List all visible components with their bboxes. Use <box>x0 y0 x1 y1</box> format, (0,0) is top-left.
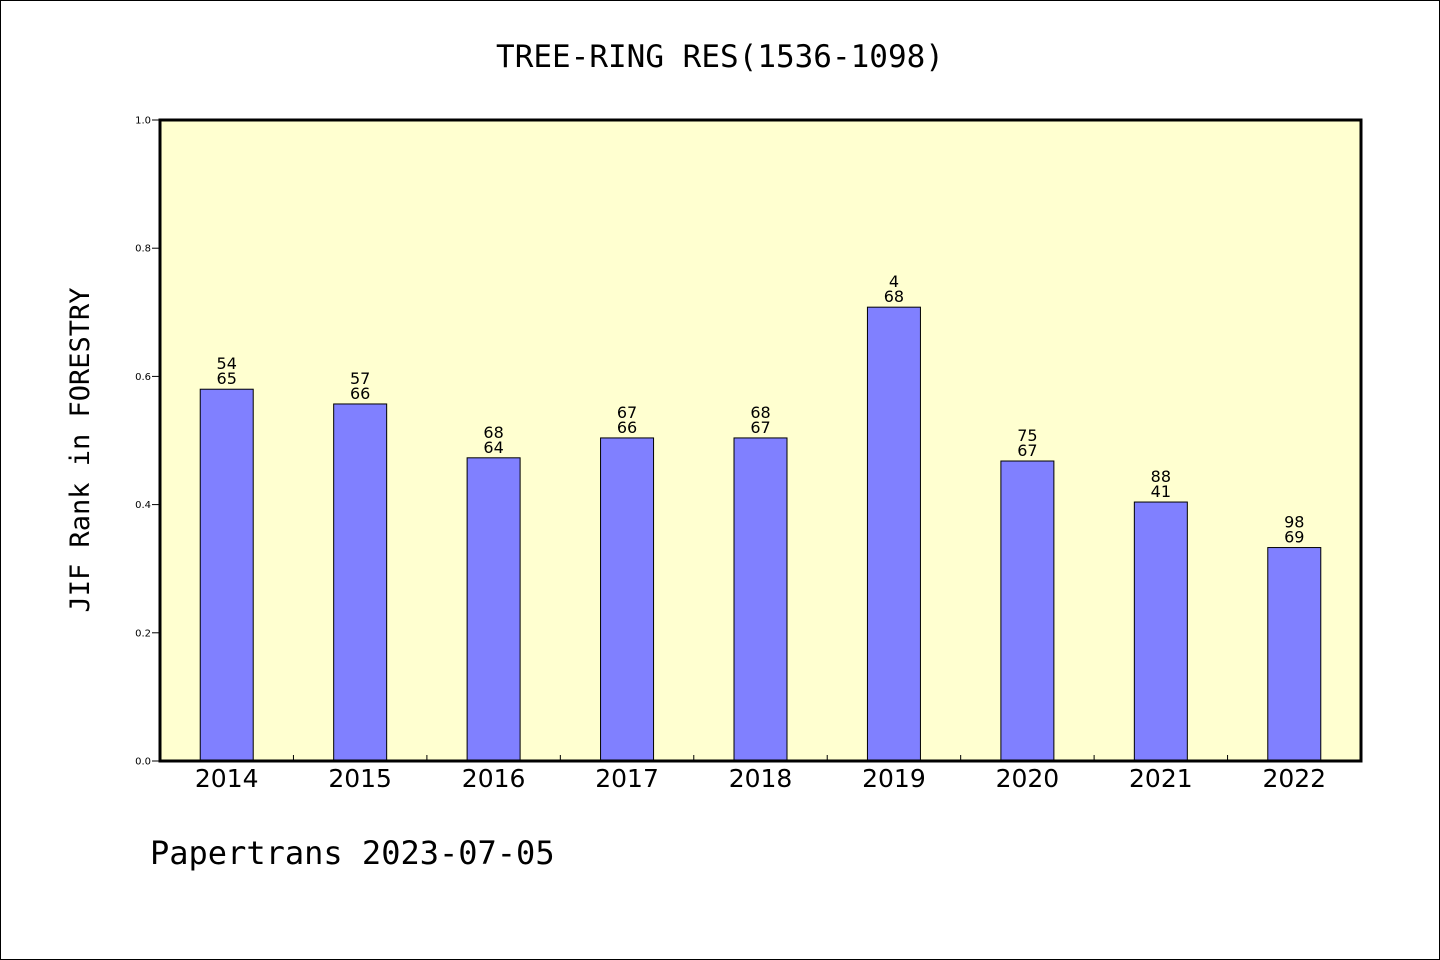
x-tick-label: 2019 <box>862 764 926 793</box>
bar-2018 <box>733 437 788 762</box>
y-tick-label: 0.8 <box>135 244 151 255</box>
bar-label-bottom: 64 <box>483 438 503 457</box>
bar-label-bottom: 67 <box>750 418 770 437</box>
x-tick-label: 2014 <box>195 764 259 793</box>
x-tick-label: 2016 <box>462 764 526 793</box>
plot-border <box>158 118 1363 763</box>
bar-label-bottom: 65 <box>217 369 237 388</box>
bar-label-top: 98 <box>1284 513 1304 532</box>
bar-label-bottom: 66 <box>350 384 370 403</box>
bar-label-top: 88 <box>1151 467 1171 486</box>
y-tick-label: 1.0 <box>135 116 151 127</box>
bar-label-bottom: 69 <box>1284 528 1304 547</box>
bar-label-top: 68 <box>483 423 503 442</box>
bar-label-top: 4 <box>889 272 899 291</box>
x-tick-label: 2018 <box>729 764 793 793</box>
bar-label-top: 54 <box>217 354 237 373</box>
chart-title: TREE-RING RES(1536-1098) <box>496 39 944 75</box>
bar-label-top: 67 <box>617 403 637 422</box>
bar-2016 <box>466 457 521 762</box>
bar-2015 <box>333 403 388 762</box>
y-tick-label: 0.0 <box>135 757 151 768</box>
x-axis-ticks: 2014 2015 2016 2017 2018 2019 2020 2021 2022 <box>195 755 1326 793</box>
bar-label-top: 75 <box>1017 426 1037 445</box>
bar-2014 <box>199 388 254 762</box>
x-tick-label: 2017 <box>595 764 659 793</box>
x-tick-label: 2015 <box>328 764 392 793</box>
bar-2019 <box>866 306 921 762</box>
bar-label-bottom: 68 <box>884 287 904 306</box>
y-tick-label: 0.2 <box>135 628 151 639</box>
x-tick-label: 2020 <box>996 764 1060 793</box>
bar-label-bottom: 66 <box>617 418 637 437</box>
bar-2017 <box>600 437 655 762</box>
bars-group <box>199 306 1322 762</box>
footer-credit: Papertrans 2023-07-05 <box>150 834 555 872</box>
y-axis-label: JIF Rank in FORESTRY <box>65 287 96 612</box>
x-tick-label: 2021 <box>1129 764 1193 793</box>
bar-label-top: 68 <box>750 403 770 422</box>
x-tick-label: 2022 <box>1262 764 1326 793</box>
bar-label-top: 57 <box>350 369 370 388</box>
bar-label-bottom: 67 <box>1017 441 1037 460</box>
y-axis-ticks: 0.0 0.2 0.4 0.6 0.8 1.0 <box>135 116 160 768</box>
y-tick-label: 0.6 <box>135 372 151 383</box>
y-tick-label: 0.4 <box>135 500 151 511</box>
bar-2021 <box>1133 501 1188 762</box>
bar-2020 <box>1000 460 1055 762</box>
bar-label-bottom: 41 <box>1151 482 1171 501</box>
bar-2022 <box>1267 547 1322 762</box>
